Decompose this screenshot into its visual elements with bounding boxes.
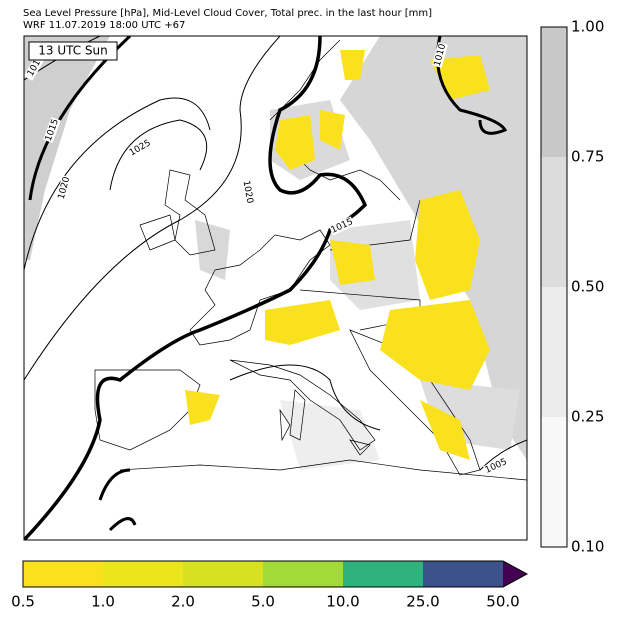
colorbar-tick-label: 2.0 — [171, 593, 195, 611]
isobar-label-bg — [329, 216, 355, 236]
colorbar-segment — [541, 27, 567, 157]
time-label-box — [28, 41, 118, 61]
isobar-label-bg — [432, 42, 448, 68]
isobar-label: 1020 — [241, 180, 255, 205]
colorbar-segment — [541, 417, 567, 547]
colorbar-tick-label: 0.10 — [571, 538, 604, 556]
isobar-label-bg — [24, 55, 45, 81]
isobar-label-bg — [483, 456, 509, 476]
colorbar-tick-label: 0.5 — [11, 593, 35, 611]
colorbar-tick-label: 0.25 — [571, 408, 604, 426]
colorbar-segment — [541, 157, 567, 287]
isobar-label-bg — [43, 117, 61, 143]
title: Sea Level Pressure [hPa], Mid-Level Clou… — [23, 8, 432, 19]
colorbar-tick-label: 10.0 — [326, 593, 359, 611]
colorbar-frame — [22, 560, 529, 588]
isobar-label-bg — [240, 179, 256, 205]
colorbar-extend — [503, 561, 527, 587]
colorbar-tick-label: 1.00 — [571, 18, 604, 36]
colorbar-tick-label: 1.0 — [91, 593, 115, 611]
colorbar-segment — [263, 561, 343, 587]
colorbar-segment — [423, 561, 503, 587]
subtitle: WRF 11.07.2019 18:00 UTC +67 — [23, 20, 185, 31]
precip-colorbar: 0.5 1.0 2.0 5.0 10.0 25.0 50.0 — [11, 560, 529, 611]
colorbar-tick-label: 0.75 — [571, 148, 604, 166]
precipitation — [185, 50, 490, 460]
isobar-label-bg — [56, 175, 72, 201]
colorbar-segment — [183, 561, 263, 587]
colorbar-tick-label: 50.0 — [486, 593, 519, 611]
colorbar-tick-label: 0.50 — [571, 278, 604, 296]
cloud-colorbar: 1.00 0.75 0.50 0.25 0.10 — [540, 18, 604, 556]
colorbar-frame — [540, 26, 568, 548]
isobar-label-bg — [127, 137, 153, 159]
colorbar-segment — [23, 561, 103, 587]
colorbar-segment — [541, 287, 567, 417]
time-label: 13 UTC Sun — [38, 44, 108, 58]
colorbar-tick-label: 25.0 — [406, 593, 439, 611]
colorbar-tick-label: 5.0 — [251, 593, 275, 611]
colorbar-segment — [103, 561, 183, 587]
colorbar-segment — [343, 561, 423, 587]
map-frame — [23, 35, 528, 541]
